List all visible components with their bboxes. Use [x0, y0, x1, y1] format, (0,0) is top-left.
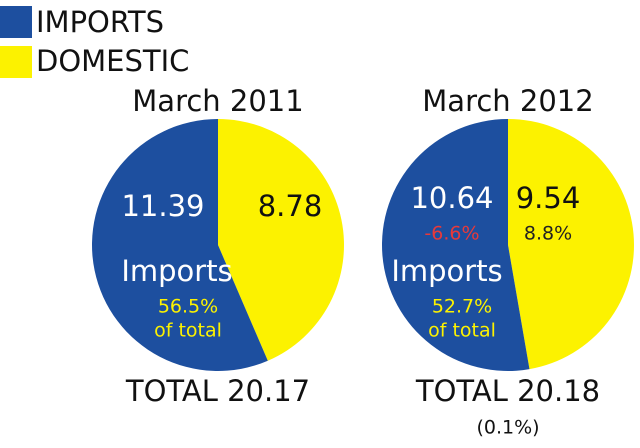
change-label: -6.6% — [424, 223, 479, 245]
legend-label: DOMESTIC — [36, 44, 189, 78]
share-label: 52.7% — [432, 296, 492, 318]
data-label: 8.78 — [258, 189, 323, 223]
total-change: (0.1%) — [476, 417, 539, 439]
pie-title: March 2011 — [132, 84, 303, 118]
share-note: of total — [428, 320, 496, 342]
share-note: of total — [154, 320, 222, 342]
share-label: 56.5% — [158, 296, 218, 318]
data-label: 10.64 — [410, 181, 493, 215]
slice-label: Imports — [121, 254, 232, 288]
total-label: TOTAL 20.17 — [125, 374, 310, 408]
legend-swatch — [0, 46, 32, 78]
change-label: 8.8% — [524, 223, 572, 245]
pie-slice — [218, 119, 345, 361]
pie-slice — [508, 119, 635, 370]
data-label: 11.39 — [121, 189, 204, 223]
slice-label: Imports — [391, 254, 502, 288]
legend-label: IMPORTS — [36, 5, 164, 39]
pie-slice — [92, 119, 268, 371]
legend-swatch — [0, 6, 32, 38]
total-label: TOTAL 20.18 — [415, 374, 600, 408]
data-label: 9.54 — [516, 181, 581, 215]
pie-title: March 2012 — [422, 84, 593, 118]
pie-slice — [382, 119, 530, 371]
